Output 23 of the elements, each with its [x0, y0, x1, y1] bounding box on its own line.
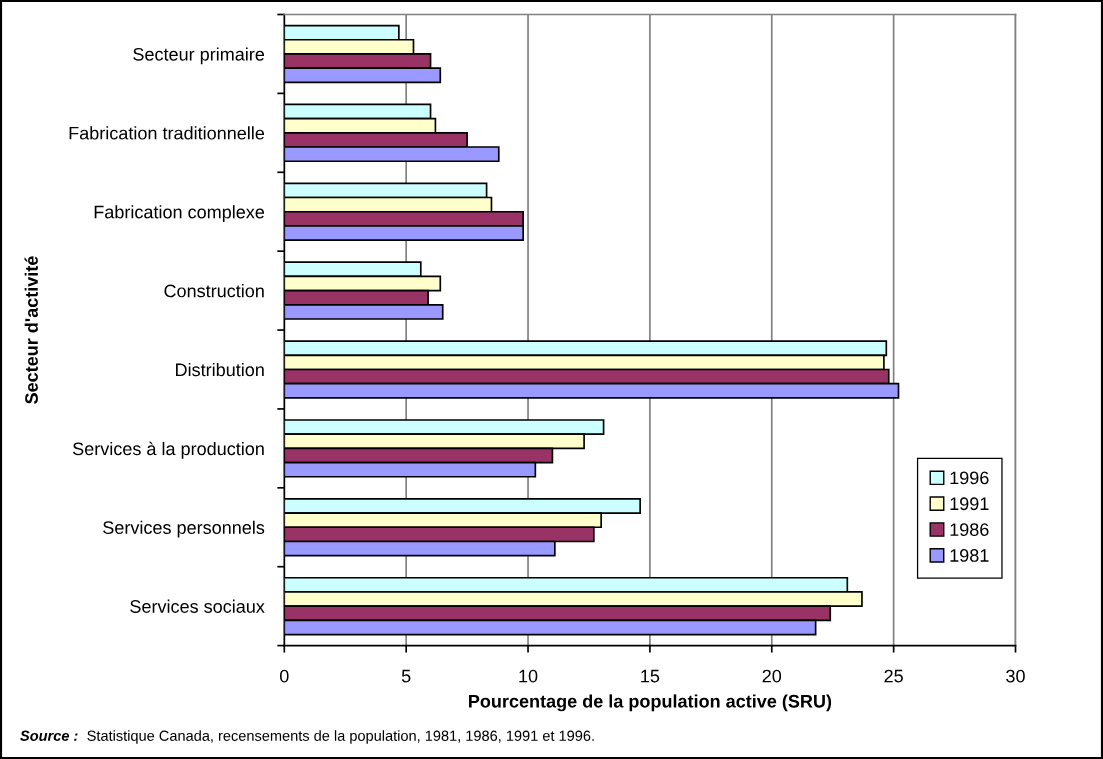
x-tick-label: 30 [1006, 669, 1025, 683]
y-tick-label: Secteur primaire [133, 47, 265, 65]
legend-label: 1991 [950, 497, 989, 511]
x-axis-title: Pourcentage de la population active (SRU) [469, 694, 832, 712]
x-tick-label: 20 [762, 669, 782, 683]
y-tick-label: Services personnels [103, 520, 265, 538]
y-tick-label: Services à la production [72, 441, 264, 459]
source-note: Source : [20, 730, 78, 741]
x-tick-label: 15 [641, 669, 660, 683]
text: Statistique Canada, recensements de la population, 1981, 1986, 1991 et 1996. [87, 730, 594, 744]
legend-label: 1981 [950, 549, 989, 562]
y-tick-label: Fabrication complexe [94, 205, 265, 223]
legend-label: 1996 [950, 471, 989, 485]
x-tick-label: 25 [884, 669, 903, 683]
x-tick-label: 0 [279, 669, 289, 683]
legend-label: 1986 [950, 523, 989, 537]
y-tick-label: Fabrication traditionnelle [69, 126, 265, 140]
y-tick-label: Distribution [176, 362, 264, 377]
x-tick-label: 10 [519, 669, 538, 683]
y-tick-label: Construction [164, 284, 264, 298]
y-axis-title: Secteur d'activité [24, 256, 38, 404]
y-tick-label: Services sociaux [130, 599, 265, 613]
x-tick-label: 5 [401, 669, 411, 683]
